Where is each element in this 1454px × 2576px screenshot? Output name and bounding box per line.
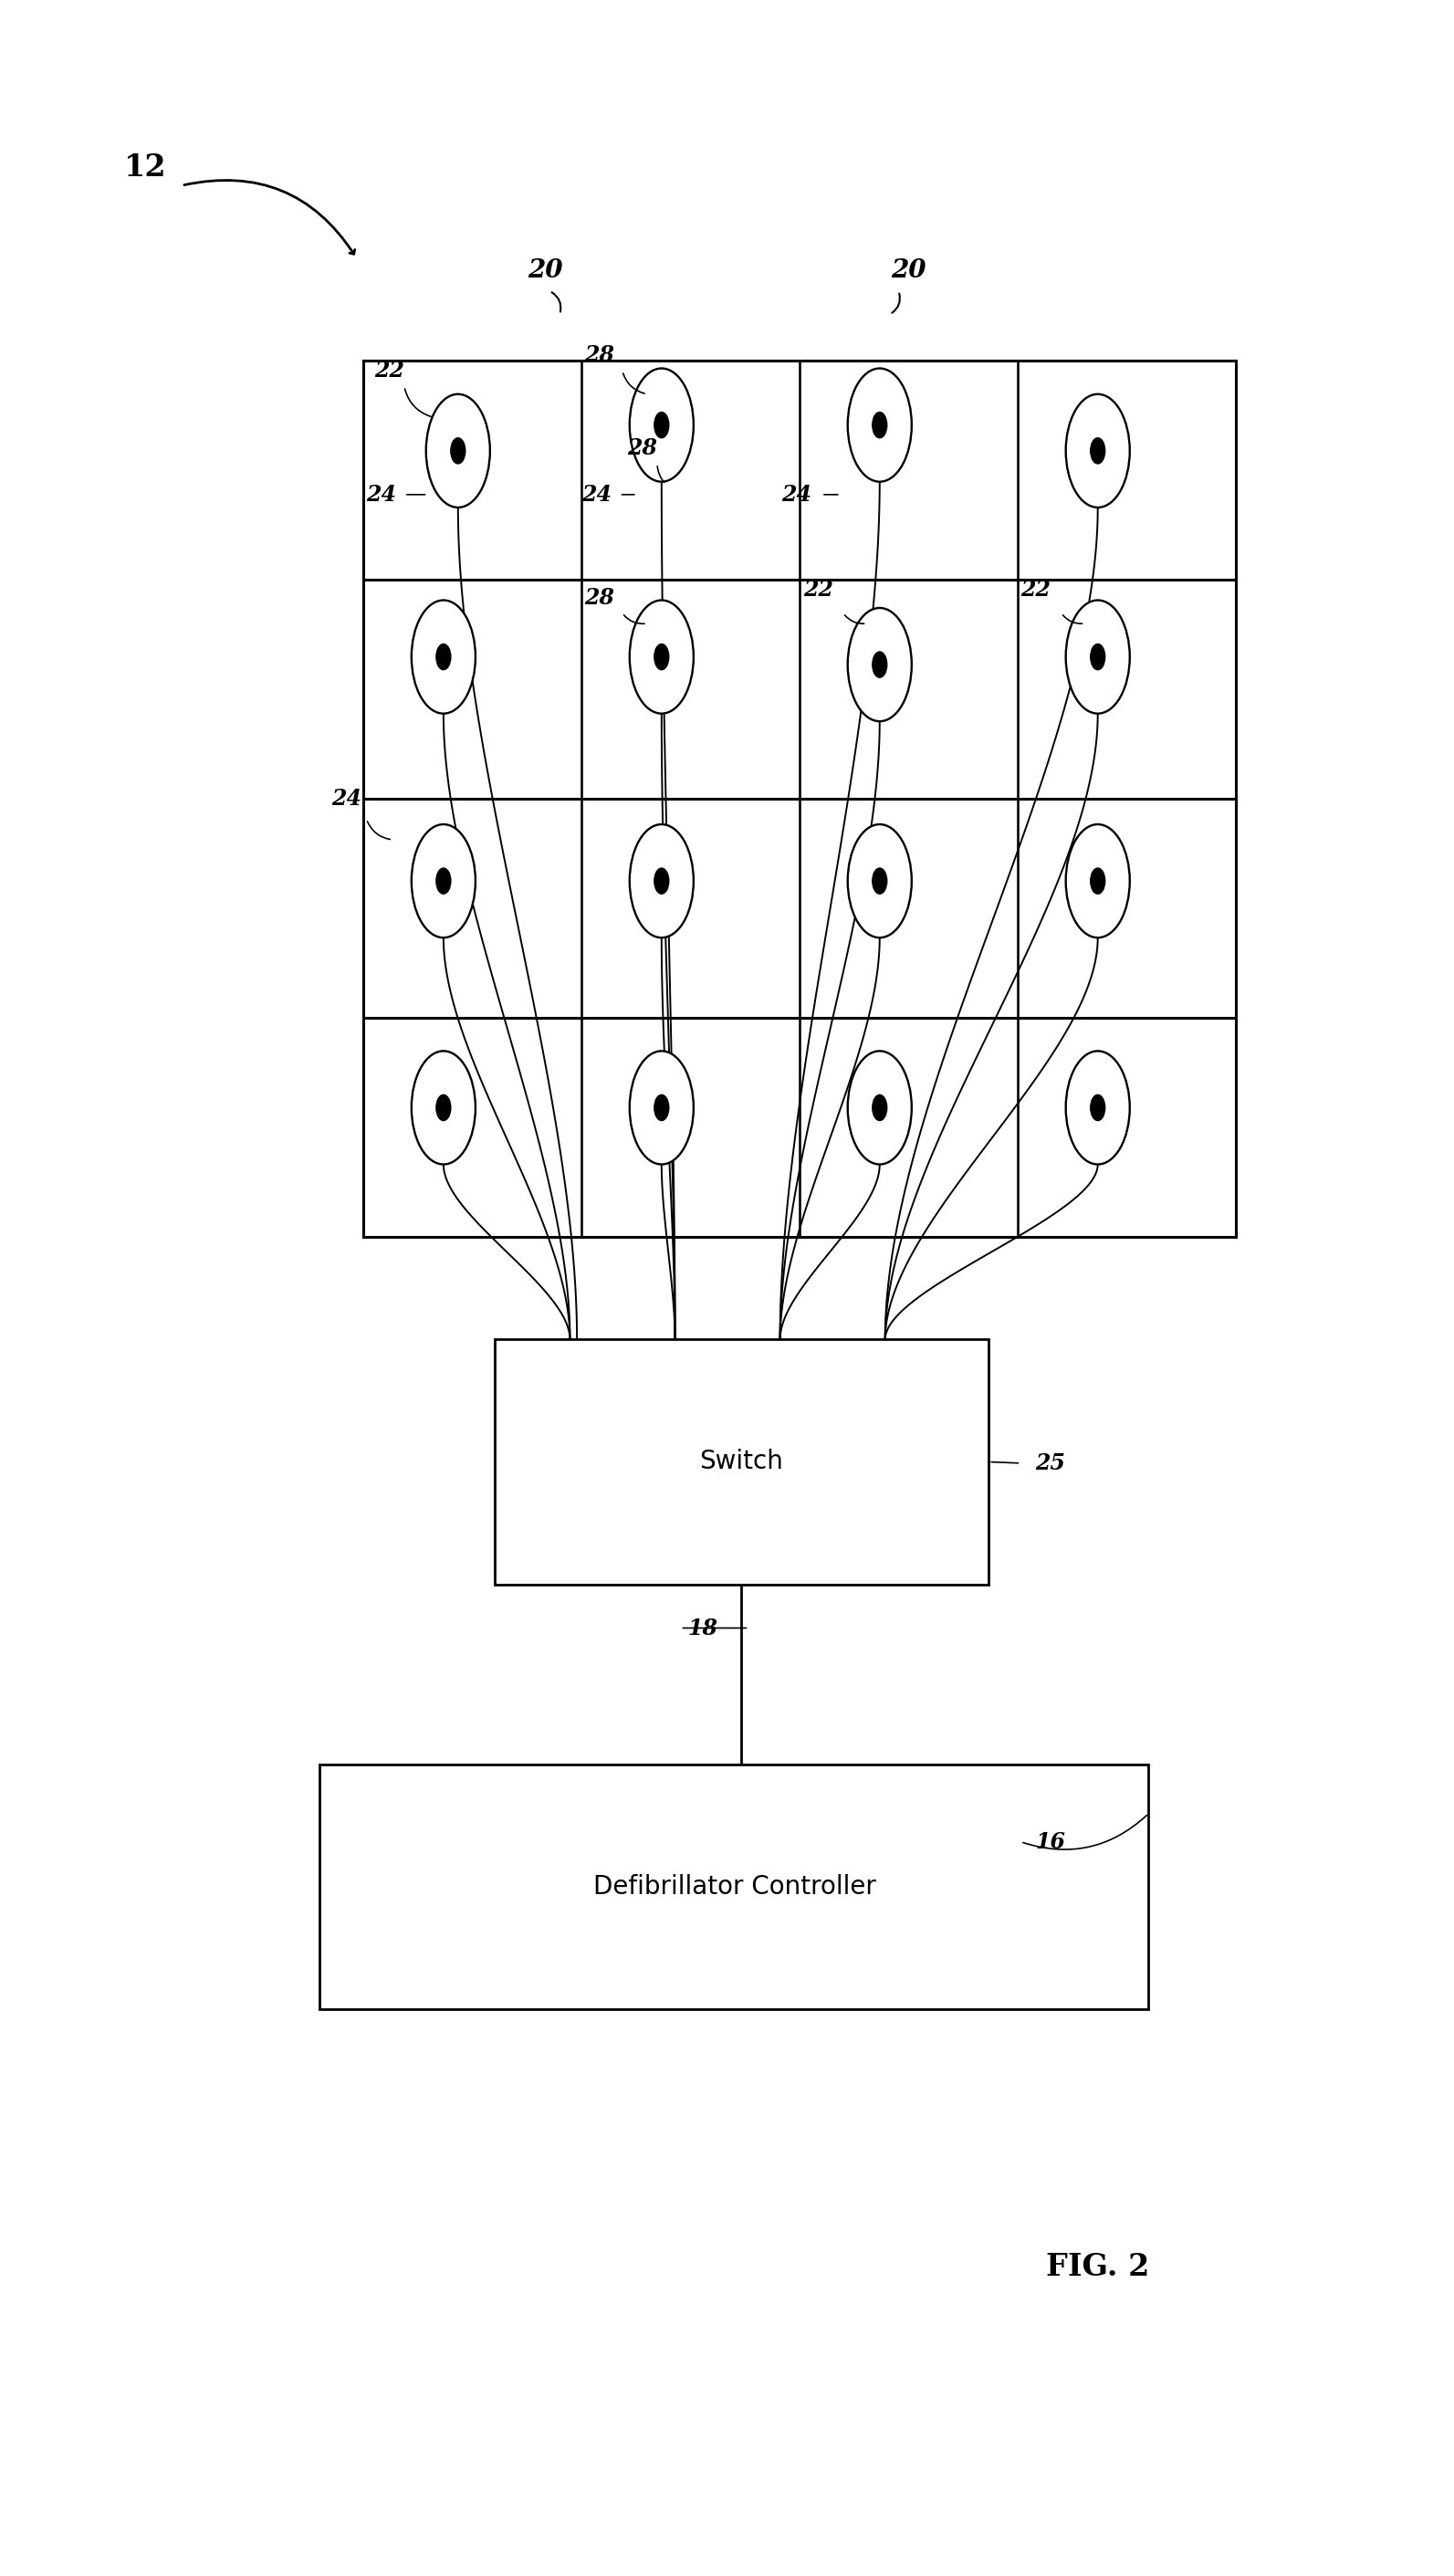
Text: 24: 24 [582, 484, 611, 505]
Text: 25: 25 [1035, 1453, 1066, 1473]
Text: 22: 22 [804, 580, 833, 600]
Circle shape [1090, 1095, 1105, 1121]
Circle shape [1066, 1051, 1130, 1164]
Circle shape [436, 644, 451, 670]
Text: 28: 28 [585, 345, 614, 366]
Text: 22: 22 [375, 361, 404, 381]
Text: 24: 24 [782, 484, 811, 505]
Circle shape [872, 412, 887, 438]
Circle shape [426, 394, 490, 507]
Text: 28: 28 [628, 438, 657, 459]
Circle shape [872, 652, 887, 677]
Circle shape [1066, 600, 1130, 714]
Circle shape [848, 608, 912, 721]
Text: Switch: Switch [699, 1450, 784, 1473]
Text: 20: 20 [891, 258, 926, 283]
Circle shape [848, 824, 912, 938]
Text: 28: 28 [585, 587, 614, 608]
Circle shape [630, 1051, 694, 1164]
Bar [494, 1340, 989, 1584]
Circle shape [630, 824, 694, 938]
Text: 20: 20 [528, 258, 563, 283]
Circle shape [1066, 824, 1130, 938]
Bar [364, 361, 1236, 1236]
Circle shape [654, 868, 669, 894]
Text: 24: 24 [332, 788, 361, 809]
Circle shape [630, 368, 694, 482]
Circle shape [848, 368, 912, 482]
Bar [320, 1765, 1149, 2009]
Text: 24: 24 [366, 484, 395, 505]
Circle shape [654, 644, 669, 670]
Circle shape [872, 1095, 887, 1121]
Circle shape [436, 1095, 451, 1121]
Circle shape [411, 1051, 475, 1164]
Circle shape [451, 438, 465, 464]
Circle shape [411, 824, 475, 938]
Circle shape [872, 868, 887, 894]
Text: FIG. 2: FIG. 2 [1045, 2251, 1150, 2282]
Circle shape [654, 1095, 669, 1121]
Circle shape [411, 600, 475, 714]
Circle shape [1066, 394, 1130, 507]
Circle shape [654, 412, 669, 438]
Circle shape [436, 868, 451, 894]
Circle shape [1090, 644, 1105, 670]
Text: 22: 22 [1021, 580, 1050, 600]
Circle shape [1090, 868, 1105, 894]
Text: Defibrillator Controller: Defibrillator Controller [593, 1875, 875, 1899]
Text: 16: 16 [1035, 1832, 1066, 1852]
Text: 18: 18 [688, 1618, 718, 1638]
Circle shape [630, 600, 694, 714]
Circle shape [1090, 438, 1105, 464]
Text: 12: 12 [124, 152, 167, 183]
Circle shape [848, 1051, 912, 1164]
